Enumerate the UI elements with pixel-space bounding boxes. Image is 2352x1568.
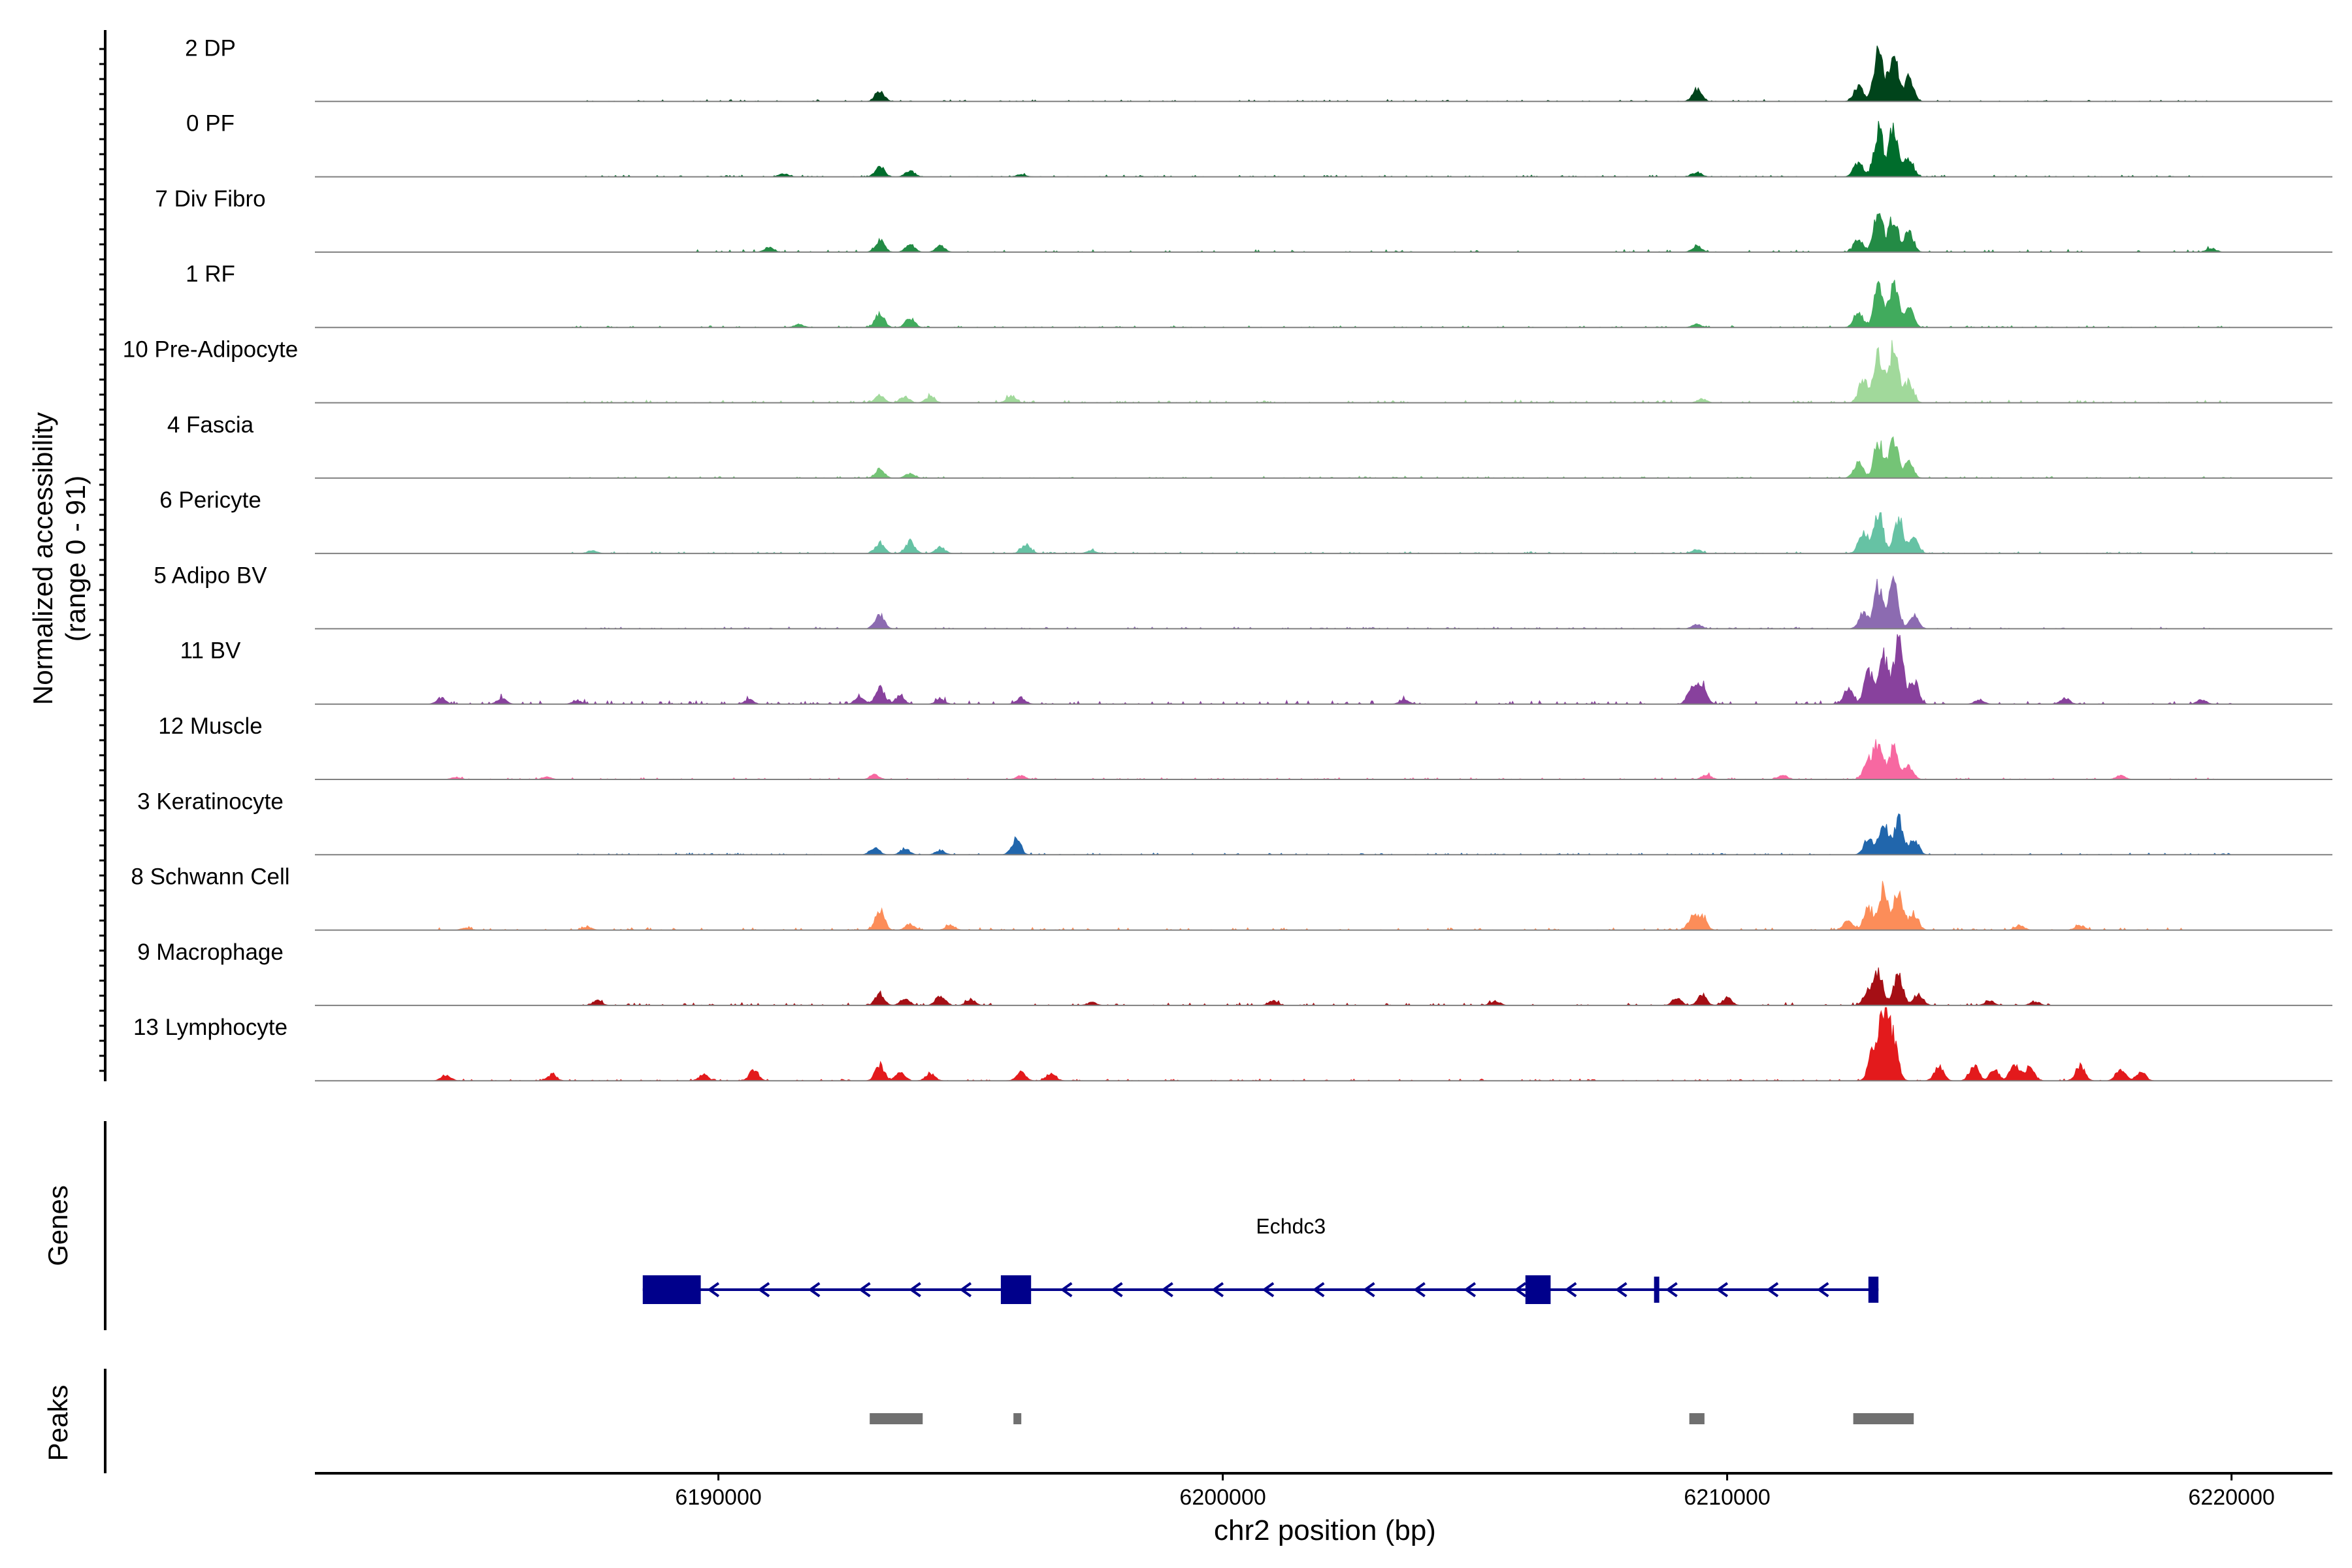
track-1: 0 PF	[186, 111, 2332, 178]
coverage-area-11	[315, 881, 2332, 931]
x-axis: 6190000 6200000 6210000 6220000	[315, 1472, 2332, 1510]
track-0: 2 DP	[185, 35, 2332, 103]
gene-exon	[642, 1275, 701, 1304]
peak-region	[1689, 1413, 1705, 1424]
y-axes	[99, 30, 106, 1473]
track-label: 1 RF	[186, 261, 235, 287]
strand-arrow	[959, 1282, 972, 1298]
coverage-area-9	[315, 739, 2332, 780]
coverage-area-0	[315, 45, 2332, 103]
coverage-area-7	[315, 575, 2332, 630]
genes-panel: Echdc3	[642, 1215, 1879, 1304]
track-label: 3 Keratinocyte	[137, 789, 284, 814]
gene-exon	[1000, 1275, 1032, 1304]
strand-arrow	[1060, 1282, 1073, 1298]
track-13: 13 Lymphocyte	[133, 1007, 2332, 1082]
track-2: 7 Div Fibro	[155, 186, 2332, 253]
coverage-area-1	[315, 121, 2332, 178]
track-label: 5 Adipo BV	[154, 563, 267, 588]
track-label: 8 Schwann Cell	[131, 864, 289, 890]
strand-arrow	[1716, 1282, 1729, 1298]
strand-arrow	[1564, 1282, 1577, 1298]
track-12: 9 Macrophage	[137, 939, 2332, 1006]
strand-arrow	[1312, 1282, 1325, 1298]
strand-arrow	[1262, 1282, 1275, 1298]
track-label: 0 PF	[186, 111, 235, 137]
y-axis-title-line1: Normalized accessibility	[27, 412, 58, 705]
track-label: 12 Muscle	[158, 713, 263, 739]
coverage-area-10	[315, 813, 2332, 856]
strand-arrow	[1766, 1282, 1779, 1298]
strand-arrow	[707, 1282, 720, 1298]
peaks-panel	[870, 1413, 1914, 1424]
x-tick-label: 6190000	[675, 1485, 761, 1510]
track-6: 6 Pericyte	[159, 487, 2332, 555]
track-11: 8 Schwann Cell	[131, 864, 2332, 931]
track-label: 11 BV	[180, 638, 241, 664]
strand-arrow	[909, 1282, 921, 1298]
peak-region	[870, 1413, 923, 1424]
coverage-area-3	[315, 280, 2332, 328]
x-axis-title: chr2 position (bp)	[1214, 1514, 1436, 1546]
x-tick-label: 6220000	[2188, 1485, 2274, 1510]
track-5: 4 Fascia	[167, 412, 2332, 479]
track-label: 2 DP	[185, 35, 236, 61]
coverage-area-2	[315, 212, 2332, 253]
y-axis-title-line2: (range 0 - 91)	[60, 476, 91, 642]
track-3: 1 RF	[186, 261, 2332, 329]
coverage-area-13	[315, 1007, 2332, 1081]
track-7: 5 Adipo BV	[154, 563, 2332, 630]
strand-arrow	[1615, 1282, 1627, 1298]
track-label: 9 Macrophage	[137, 939, 284, 965]
x-tick-label: 6210000	[1684, 1485, 1770, 1510]
strand-arrow	[1816, 1282, 1829, 1298]
strand-arrow	[1413, 1282, 1426, 1298]
coverage-area-4	[315, 340, 2332, 404]
track-label: 7 Div Fibro	[155, 186, 265, 212]
strand-arrow	[1161, 1282, 1173, 1298]
track-9: 12 Muscle	[158, 713, 2332, 780]
peak-region	[1853, 1413, 1914, 1424]
track-label: 10 Pre-Adipocyte	[123, 337, 298, 363]
track-label: 13 Lymphocyte	[133, 1015, 287, 1040]
strand-arrow	[858, 1282, 871, 1298]
gene-exon	[1654, 1277, 1659, 1303]
gene-exon	[1868, 1277, 1879, 1303]
coverage-area-8	[315, 634, 2332, 705]
gene-name-label: Echdc3	[1256, 1215, 1326, 1238]
strand-arrow	[1665, 1282, 1678, 1298]
peak-region	[1013, 1413, 1022, 1424]
strand-arrow	[757, 1282, 770, 1298]
coverage-tracks: 2 DP 0 PF 7 Div Fibro 1 RF 10 Pre-Adipocyte 4…	[123, 35, 2332, 1082]
strand-arrow	[1463, 1282, 1477, 1298]
gene-exon	[1525, 1275, 1551, 1304]
strand-arrow	[808, 1282, 821, 1298]
track-label: 4 Fascia	[167, 412, 254, 438]
track-10: 3 Keratinocyte	[137, 789, 2332, 856]
coverage-area-6	[315, 512, 2332, 554]
peaks-panel-label: Peaks	[42, 1385, 73, 1462]
strand-arrow	[1111, 1282, 1123, 1298]
track-4: 10 Pre-Adipocyte	[123, 337, 2332, 404]
coverage-area-12	[315, 967, 2332, 1006]
track-label: 6 Pericyte	[159, 487, 261, 513]
strand-arrow	[1211, 1282, 1224, 1298]
genes-panel-label: Genes	[42, 1185, 73, 1266]
coverage-area-5	[315, 436, 2332, 479]
strand-arrow	[1363, 1282, 1375, 1298]
strand-arrow	[1514, 1282, 1527, 1298]
track-8: 11 BV	[180, 634, 2332, 705]
x-tick-label: 6200000	[1179, 1485, 1266, 1510]
